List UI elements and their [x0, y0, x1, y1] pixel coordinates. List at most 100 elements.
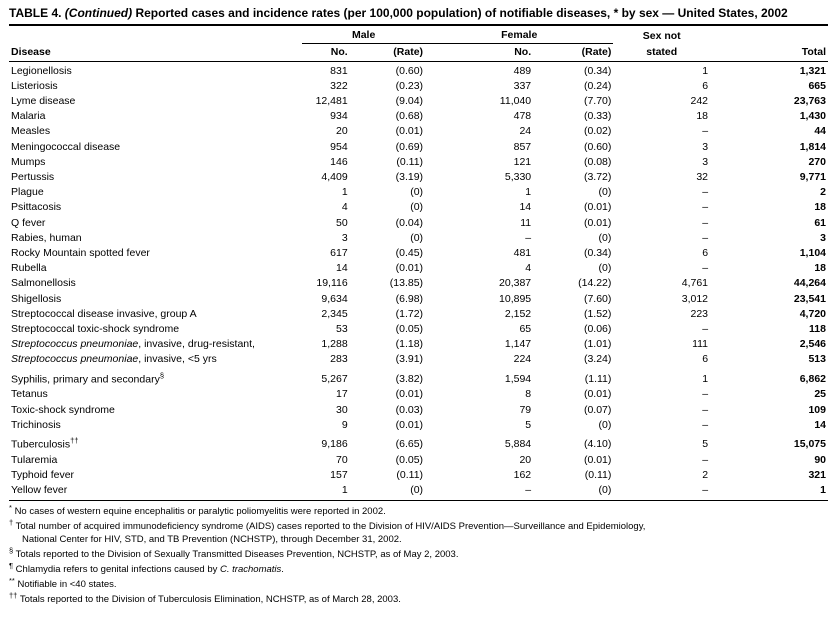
disease-name: Mumps: [11, 155, 46, 168]
male-rate-value: (1.72): [395, 307, 424, 320]
female-no-value: 162: [513, 468, 532, 481]
footnote-symbol: ††: [9, 590, 18, 600]
footnote-symbol: ¶: [9, 560, 14, 570]
male-no-value: 1,288: [321, 338, 348, 351]
total-value: 14: [814, 418, 826, 431]
header-sub-row: Disease No. (Rate) No. (Rate) stated Tot…: [9, 43, 828, 62]
total-value: 513: [808, 353, 826, 366]
female-no-value: 11,040: [499, 95, 532, 108]
male-no-value: 30: [336, 403, 348, 416]
header-sex-stated: stated: [613, 43, 711, 62]
table-body: Legionellosis 831 (0.60) 489 (0.34) 1 1,321 Lis…: [9, 61, 828, 502]
female-rate-value: (0.34): [583, 64, 612, 77]
total-value: 25: [814, 388, 826, 401]
male-rate-value: (0.11): [396, 155, 424, 168]
header-spacer-disease: [9, 27, 302, 44]
total-value: 18: [814, 262, 826, 275]
male-rate-value: (0.01): [395, 262, 424, 275]
female-rate-value: (3.24): [583, 353, 612, 366]
male-no-value: 157: [330, 468, 348, 481]
female-no-value: –: [525, 231, 532, 244]
male-no-value: 5,267: [321, 373, 348, 386]
male-rate-value: (6.98): [395, 292, 424, 305]
sex-not-stated-value: 242: [690, 95, 709, 108]
disease-name: Listeriosis: [11, 79, 58, 92]
table-row: Rubella 14 (0.01) 4 (0) – 18: [9, 261, 828, 276]
table-number: TABLE 4.: [9, 6, 62, 20]
disease-name: Measles: [11, 125, 51, 138]
disease-name: Meningococcal disease: [11, 140, 121, 153]
female-no-value: 1,594: [504, 373, 532, 386]
female-no-value: 5: [525, 418, 532, 431]
sex-not-stated-value: –: [702, 231, 709, 244]
female-no-value: 2,152: [504, 307, 532, 320]
table-row: Shigellosis 9,634 (6.98) 10,895 (7.60) 3,012 2…: [9, 292, 828, 307]
female-rate-value: (0.24): [583, 79, 612, 92]
female-rate-value: (0.33): [583, 110, 612, 123]
male-no-value: 20: [336, 125, 348, 138]
table-row: Plague 1 (0) 1 (0) – 2: [9, 185, 828, 200]
male-no-value: 934: [330, 110, 348, 123]
total-value: 44,264: [793, 277, 826, 290]
disease-name: Toxic-shock syndrome: [11, 403, 115, 416]
table-row: Tuberculosis†† 9,186 (6.65) 5,884 (4.10) 5 15,…: [9, 433, 828, 453]
male-rate-value: (0.23): [395, 79, 424, 92]
female-no-value: 65: [519, 323, 532, 336]
female-rate-value: (1.11): [584, 373, 612, 386]
table-row: Q fever 50 (0.04) 11 (0.01) – 61: [9, 216, 828, 231]
total-value: 44: [814, 125, 826, 138]
male-rate-value: (3.82): [395, 373, 424, 386]
male-rate-value: (0.01): [395, 418, 424, 431]
male-rate-value: (9.04): [395, 95, 424, 108]
title-continued: (Continued): [64, 6, 133, 20]
table-row: Mumps 146 (0.11) 121 (0.08) 3 270: [9, 155, 828, 170]
sex-not-stated-value: 6: [702, 353, 709, 366]
sex-not-stated-value: 6: [702, 247, 709, 260]
female-no-value: 8: [525, 388, 532, 401]
table-row: Streptococcus pneumoniae, invasive, <5 y…: [9, 352, 828, 367]
footnote: ¶ Chlamydia refers to genital infections…: [9, 560, 284, 575]
table-row: Meningococcal disease 954 (0.69) 857 (0.60) 3…: [9, 140, 828, 155]
male-rate-value: (0.11): [396, 468, 424, 481]
female-rate-value: (7.70): [583, 95, 612, 108]
disease-name: Tuberculosis††: [11, 435, 79, 451]
total-value: 18: [814, 201, 826, 214]
footnote: ** Notifiable in <40 states.: [9, 575, 117, 590]
total-value: 9,771: [799, 171, 826, 184]
female-rate-value: (0.02): [583, 125, 612, 138]
male-no-value: 9,186: [321, 438, 348, 451]
male-rate-value: (3.91): [395, 353, 424, 366]
sex-not-stated-value: 3: [702, 140, 709, 153]
male-no-value: 14: [336, 262, 348, 275]
male-no-value: 1: [302, 483, 350, 502]
female-rate-value: (1.52): [583, 307, 612, 320]
male-no-value: 3: [341, 231, 348, 244]
sex-not-stated-value: 3,012: [681, 292, 709, 305]
female-rate-value: (0.01): [583, 201, 612, 214]
sex-not-stated-value: –: [702, 201, 709, 214]
male-rate-value: (0.01): [395, 125, 424, 138]
table-row: Rabies, human 3 (0) – (0) – 3: [9, 231, 828, 246]
female-rate-value: (4.10): [583, 438, 612, 451]
female-no-value: –: [425, 483, 534, 502]
female-no-value: 4: [525, 262, 532, 275]
male-no-value: 617: [330, 247, 348, 260]
disease-name: Typhoid fever: [11, 468, 75, 481]
table-row: Legionellosis 831 (0.60) 489 (0.34) 1 1,321: [9, 61, 828, 79]
sex-not-stated-value: 1: [702, 373, 709, 386]
table-row: Pertussis 4,409 (3.19) 5,330 (3.72) 32 9,771: [9, 170, 828, 185]
sex-not-stated-value: –: [702, 216, 709, 229]
table-row: Streptococcal disease invasive, group A 2…: [9, 307, 828, 322]
table-row: Yellow fever 1 (0) – (0) –1: [9, 483, 828, 502]
female-rate-value: (14.22): [578, 277, 612, 290]
male-no-value: 53: [336, 323, 348, 336]
total-value: 109: [808, 403, 826, 416]
male-no-value: 283: [330, 353, 348, 366]
male-no-value: 9,634: [321, 292, 348, 305]
sex-not-stated-value: 4,761: [681, 277, 709, 290]
total-value: 23,541: [793, 292, 826, 305]
female-no-value: 478: [513, 110, 532, 123]
header-spacer-total: [710, 27, 828, 44]
sex-not-stated-value: 223: [690, 307, 709, 320]
sex-not-stated-value: –: [702, 418, 709, 431]
